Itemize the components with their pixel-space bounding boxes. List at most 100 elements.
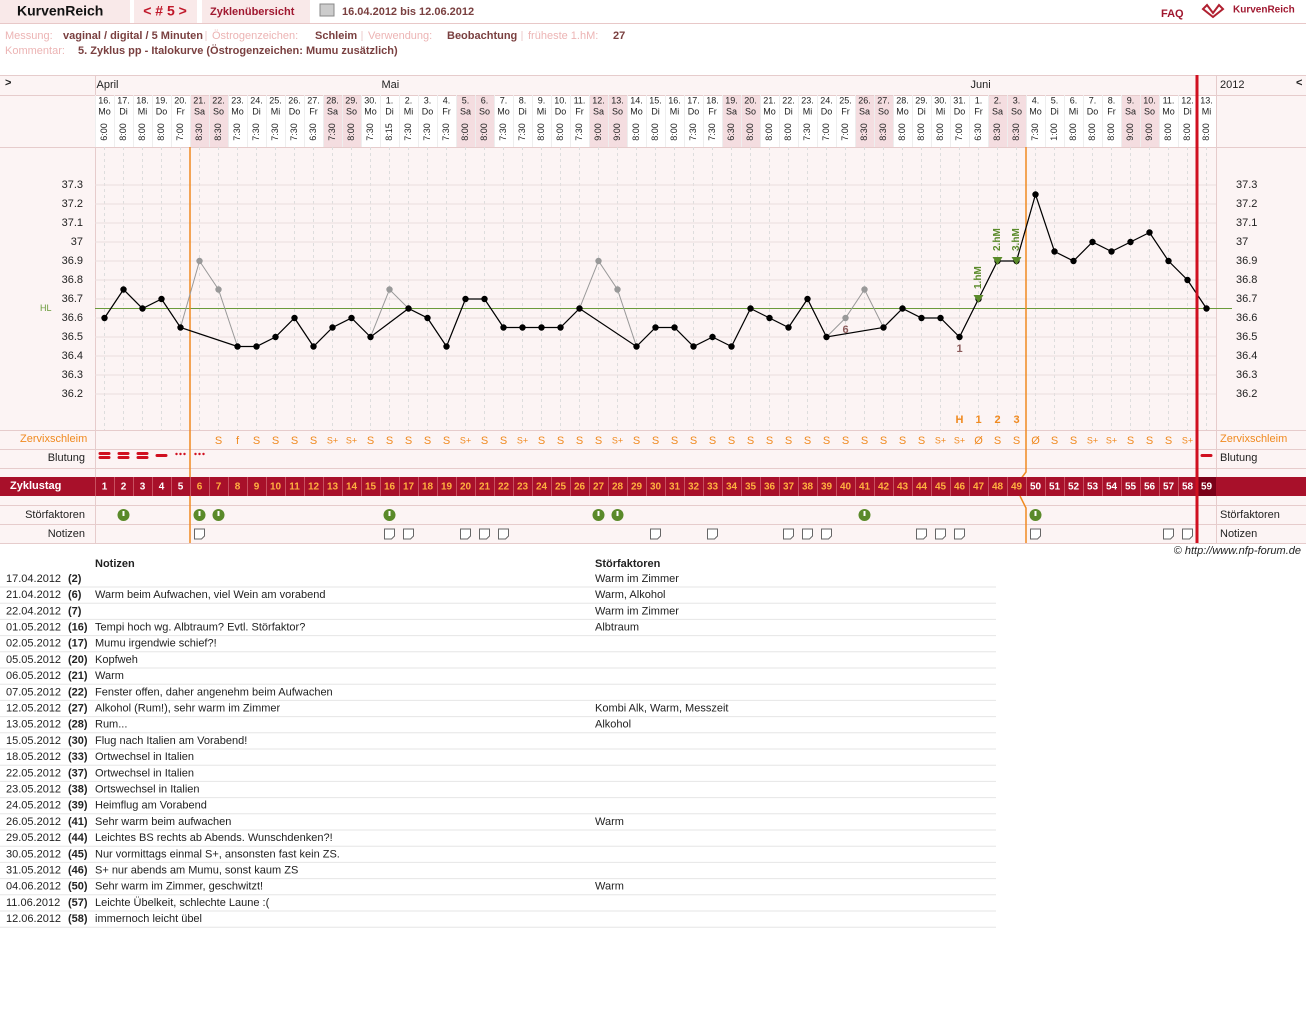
note-icon[interactable] xyxy=(1163,528,1174,540)
overview-tab[interactable] xyxy=(202,0,310,23)
mucus-symbol: S xyxy=(690,435,697,447)
cycle-day: 29 xyxy=(631,482,643,493)
day-weekday: Sa xyxy=(593,106,604,116)
temperature-point xyxy=(272,333,279,341)
mucus-symbol: S xyxy=(671,435,678,447)
weekend-shade xyxy=(323,95,342,147)
day-time: 6:30 xyxy=(308,123,318,141)
day-time: 7:00 xyxy=(954,123,964,141)
note-icon[interactable] xyxy=(916,528,927,540)
note-icon[interactable] xyxy=(460,528,471,540)
day-date: 24. xyxy=(820,95,833,105)
day-weekday: Fr xyxy=(708,106,717,116)
note-icon[interactable] xyxy=(479,528,490,540)
day-time: 8:00 xyxy=(460,123,470,141)
cycle-day: 8 xyxy=(235,482,241,493)
note-icon[interactable] xyxy=(194,528,205,540)
factor-icon-mark xyxy=(616,511,619,516)
day-time: 8:00 xyxy=(745,123,755,141)
cycle-day: 50 xyxy=(1030,482,1042,493)
temperature-point xyxy=(690,343,697,350)
cycle-day: 42 xyxy=(878,482,890,493)
temperature-point xyxy=(139,305,146,312)
temperature-point xyxy=(785,324,792,331)
info-value: vaginal / digital / 5 Minuten xyxy=(63,30,203,42)
weekend-shade xyxy=(855,95,874,147)
temperature-line xyxy=(104,192,1207,348)
cycle-day: 36 xyxy=(764,482,776,493)
temperature-point xyxy=(595,257,602,265)
day-weekday: Mi xyxy=(803,106,813,116)
print-icon[interactable] xyxy=(319,3,335,17)
day-weekday: Fr xyxy=(575,106,584,116)
factor-icon-mark xyxy=(388,511,391,516)
y-tick-label: 36.7 xyxy=(1236,293,1257,305)
temperature-point xyxy=(1127,238,1134,246)
note-icon[interactable] xyxy=(821,528,832,540)
table-cell: (21) xyxy=(68,670,88,682)
note-icon[interactable] xyxy=(707,528,718,540)
note-icon[interactable] xyxy=(802,528,813,540)
table-cell: Fenster offen, daher angenehm beim Aufwa… xyxy=(95,686,333,698)
day-weekday: Fr xyxy=(841,106,850,116)
day-weekday: Di xyxy=(1183,106,1192,116)
day-date: 27. xyxy=(307,95,320,105)
temperature-point xyxy=(1184,276,1191,284)
bleeding-dot xyxy=(179,452,182,456)
cycle-day: 33 xyxy=(707,482,719,493)
row-label: Notizen xyxy=(1220,528,1257,540)
day-time: 7:30 xyxy=(802,123,812,141)
comment-value: 5. Zyklus pp - Italokurve (Östrogenzeich… xyxy=(78,44,398,57)
copyright: © http://www.nfp-forum.de xyxy=(1174,545,1301,557)
table-cell: Warm beim Aufwachen, viel Wein am vorabe… xyxy=(95,589,326,601)
nav-tab[interactable] xyxy=(134,0,197,23)
weekend-shade xyxy=(1140,95,1159,147)
cycle-day: 40 xyxy=(840,482,852,493)
note-icon[interactable] xyxy=(1182,528,1193,540)
day-date: 22. xyxy=(212,95,225,105)
table-cell: Warm im Zimmer xyxy=(595,573,679,585)
day-date: 1. xyxy=(975,95,983,105)
day-weekday: So xyxy=(612,106,623,116)
table-cell: Kombi Alk, Warm, Messzeit xyxy=(595,703,728,715)
temperature-point xyxy=(709,333,716,341)
day-date: 3. xyxy=(1013,95,1021,105)
day-time: 7:30 xyxy=(422,123,432,141)
table-cell: (39) xyxy=(68,800,88,812)
note-icon[interactable] xyxy=(498,528,509,540)
cycle-day: 3 xyxy=(140,482,146,493)
mucus-symbol: S xyxy=(1013,435,1020,447)
mucus-symbol: S xyxy=(386,435,393,447)
day-weekday: Di xyxy=(1050,106,1059,116)
weekend-shade xyxy=(456,95,475,147)
table-cell: 21.04.2012 xyxy=(6,589,61,601)
weekend-shade xyxy=(874,95,893,147)
mucus-symbol: S+ xyxy=(346,435,357,445)
mucus-symbol: S xyxy=(253,435,260,447)
cycle-day: 9 xyxy=(254,482,260,493)
day-date: 4. xyxy=(1032,95,1040,105)
table-cell: (22) xyxy=(68,686,88,698)
day-time: 7:30 xyxy=(574,123,584,141)
cycle-day: 44 xyxy=(916,482,928,493)
mucus-symbol: Ø xyxy=(974,435,983,447)
temperature-point xyxy=(956,333,963,341)
mucus-symbol: S xyxy=(576,435,583,447)
day-weekday: Sa xyxy=(859,106,870,116)
note-icon[interactable] xyxy=(1030,528,1041,540)
bleeding-mark xyxy=(155,454,168,457)
note-icon[interactable] xyxy=(403,528,414,540)
day-time: 7:00 xyxy=(175,123,185,141)
note-icon[interactable] xyxy=(783,528,794,540)
table-cell: 12.06.2012 xyxy=(6,913,61,925)
day-time: 7:30 xyxy=(289,123,299,141)
tab-label: Zyklenübersicht xyxy=(210,6,295,18)
note-icon[interactable] xyxy=(384,528,395,540)
note-icon[interactable] xyxy=(954,528,965,540)
note-icon[interactable] xyxy=(650,528,661,540)
day-date: 19. xyxy=(725,95,738,105)
note-icon[interactable] xyxy=(935,528,946,540)
day-time: 8:00 xyxy=(118,123,128,141)
day-weekday: Mi xyxy=(1202,106,1212,116)
